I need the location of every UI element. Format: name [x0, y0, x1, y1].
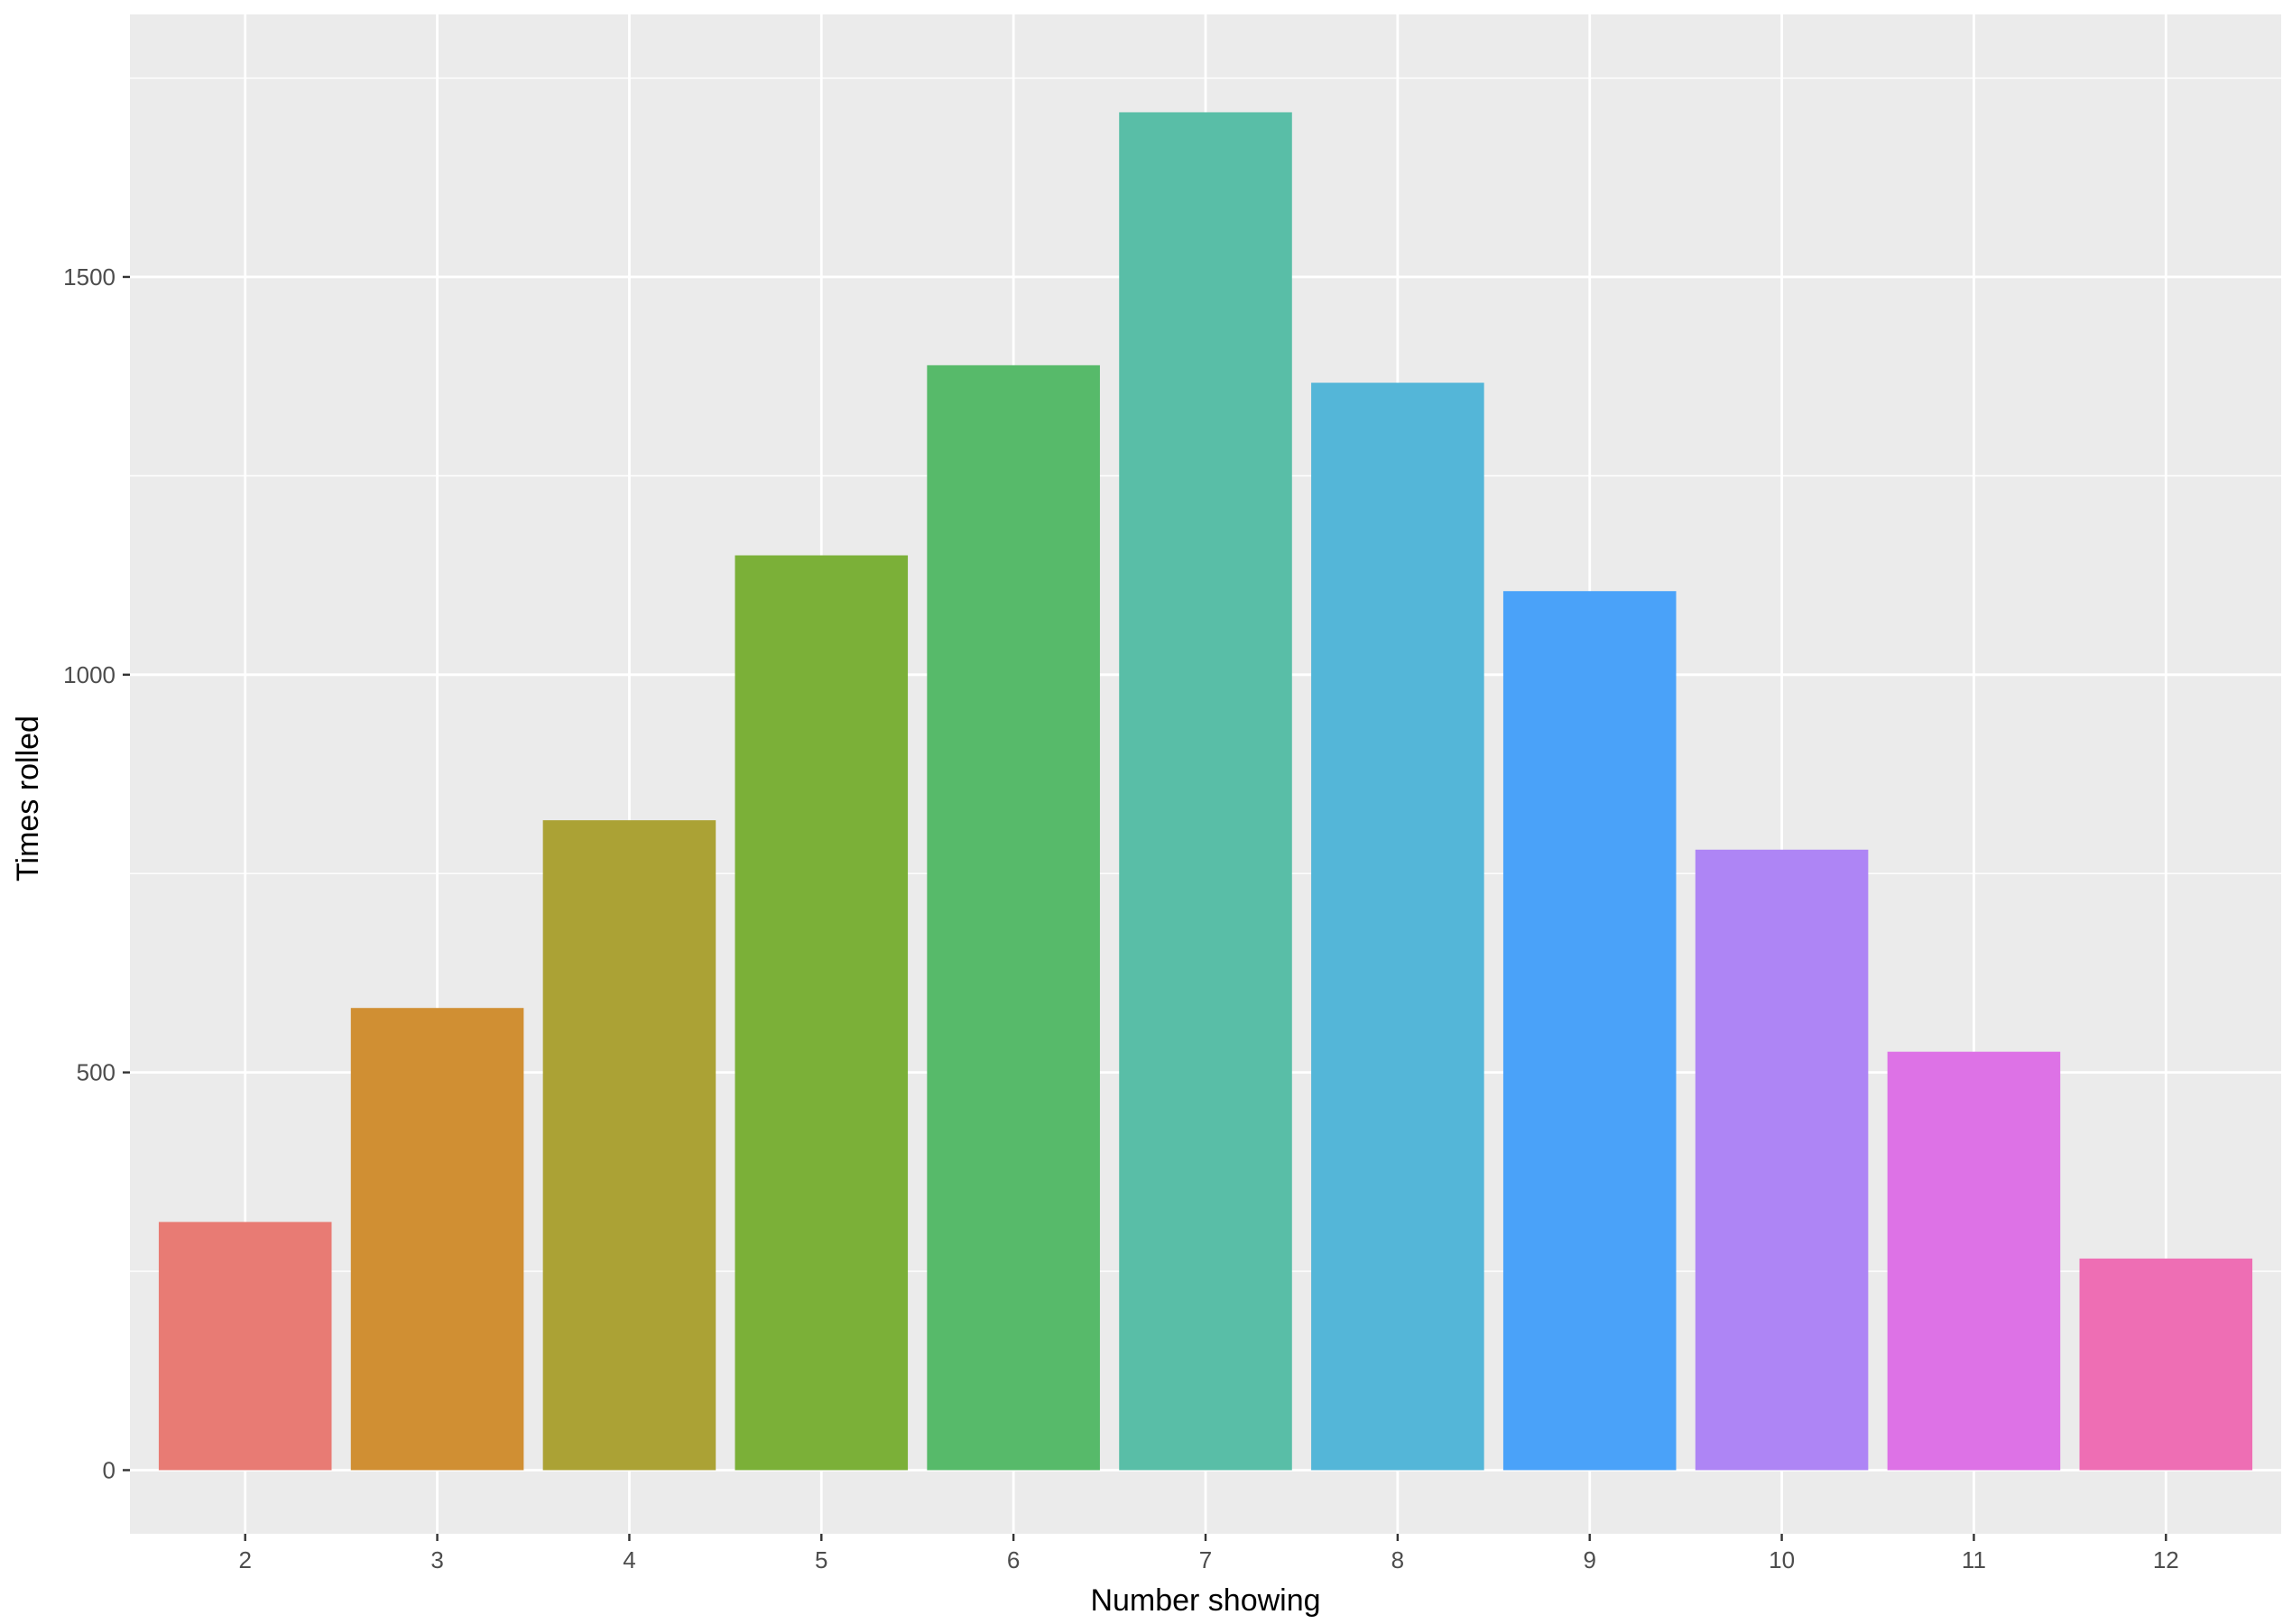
x-tick-label: 5 — [815, 1546, 827, 1573]
axes: 0 500 1000 1500 2 3 4 5 6 7 8 9 10 11 12 — [63, 263, 2179, 1573]
x-axis-title: Number showing — [1090, 1583, 1320, 1618]
x-tick-label: 8 — [1391, 1546, 1404, 1573]
x-tick-label: 7 — [1199, 1546, 1212, 1573]
x-tick-label: 11 — [1962, 1546, 1986, 1573]
bar-4 — [542, 820, 716, 1471]
y-tick-label: 500 — [77, 1059, 116, 1086]
x-tick-label: 9 — [1583, 1546, 1595, 1573]
bar-6 — [927, 364, 1100, 1471]
bar-5 — [735, 555, 909, 1471]
x-tick-label: 4 — [623, 1546, 635, 1573]
bar-12 — [2079, 1258, 2253, 1471]
bar-7 — [1119, 112, 1292, 1471]
x-tick-label: 2 — [238, 1546, 251, 1573]
bars — [158, 112, 2253, 1471]
x-tick-label: 3 — [430, 1546, 443, 1573]
bar-11 — [1887, 1051, 2061, 1471]
bar-9 — [1502, 591, 1677, 1471]
y-tick-label: 1000 — [63, 661, 116, 688]
bar-3 — [350, 1008, 524, 1471]
x-tick-label: 12 — [2153, 1546, 2179, 1573]
x-tick-label: 6 — [1007, 1546, 1020, 1573]
y-tick-label: 1500 — [63, 263, 116, 291]
bar-8 — [1311, 383, 1484, 1471]
y-tick-label: 0 — [103, 1456, 116, 1483]
bar-10 — [1695, 849, 1869, 1471]
y-axis-title: Times rolled — [11, 715, 45, 881]
bar-2 — [158, 1222, 332, 1471]
x-tick-label: 10 — [1769, 1546, 1795, 1573]
